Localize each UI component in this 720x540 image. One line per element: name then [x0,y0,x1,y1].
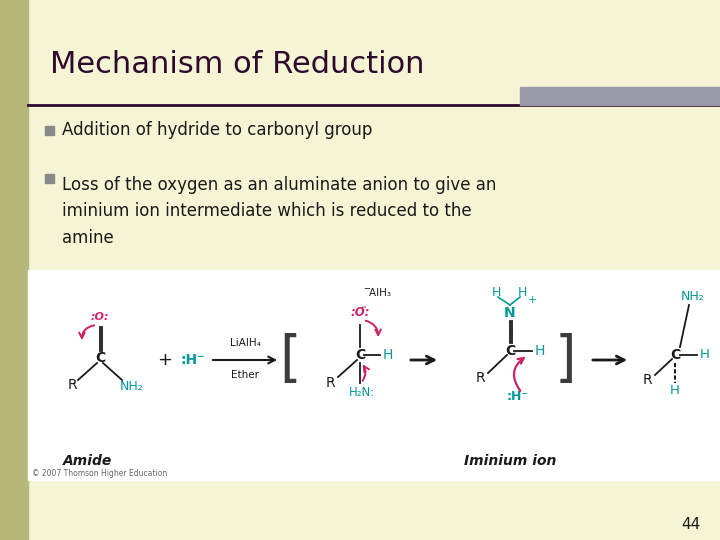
Text: +: + [527,295,536,305]
Text: 44: 44 [680,517,700,532]
Text: :H⁻: :H⁻ [181,353,205,367]
Text: :Ö:: :Ö: [350,307,370,320]
Text: Amide: Amide [63,454,112,468]
Bar [28,270,720,480]
Text: N: N [504,306,516,320]
Text: NH₂: NH₂ [681,291,705,303]
Text: C: C [505,344,515,358]
Text: [: [ [279,333,301,387]
Text: Loss of the oxygen as an aluminate anion to give an
iminium ion intermediate whi: Loss of the oxygen as an aluminate anion… [62,176,496,247]
Text: C: C [95,351,105,365]
Text: H: H [491,287,500,300]
Text: LiAlH₄: LiAlH₄ [230,338,261,348]
Text: R: R [475,371,485,385]
Text: H: H [383,348,393,362]
Text: Addition of hydride to carbonyl group: Addition of hydride to carbonyl group [62,121,372,139]
Text: ̅AlH₃: ̅AlH₃ [369,288,391,298]
Text: +: + [158,351,173,369]
Text: H: H [670,384,680,397]
Text: ]: ] [554,333,576,387]
Text: C: C [670,348,680,362]
Text: H₂N:: H₂N: [349,387,375,400]
Text: © 2007 Thomson Higher Education: © 2007 Thomson Higher Education [32,469,167,478]
Bar [0,0,28,540]
Text: :O:: :O: [91,312,109,322]
Text: R: R [67,378,77,392]
Bar [45,173,54,183]
Text: C: C [355,348,365,362]
Bar [520,87,720,105]
Text: H: H [535,344,545,358]
Text: R: R [642,373,652,387]
Text: NH₂: NH₂ [120,381,144,394]
Text: :H⁻: :H⁻ [507,390,529,403]
Text: H: H [517,287,527,300]
Text: Iminium ion: Iminium ion [464,454,556,468]
Text: R: R [325,376,335,390]
Text: Mechanism of Reduction: Mechanism of Reduction [50,50,425,79]
Text: H: H [700,348,710,361]
Bar [45,125,54,134]
Text: Ether: Ether [231,370,259,380]
